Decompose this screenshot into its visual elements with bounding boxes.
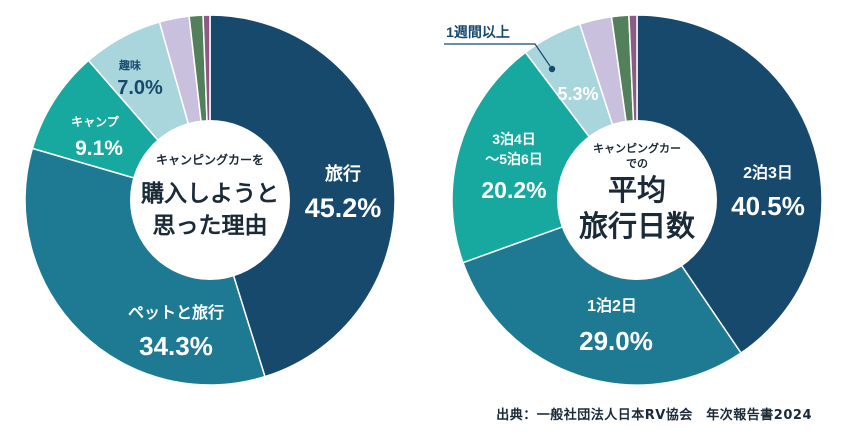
chart2-title-line-3: 平均 bbox=[608, 174, 666, 207]
chart2-slice-1 bbox=[636, 14, 823, 355]
chart2-title-line-4: 旅行日数 bbox=[579, 210, 696, 243]
chart2-center-hole bbox=[557, 120, 717, 280]
chart2-slice-value-1: 40.5% bbox=[731, 191, 805, 221]
chart2-slice-value-4: 5.3% bbox=[557, 84, 598, 104]
chart1-center-hole bbox=[130, 120, 290, 280]
chart1-slice-name-3: キャンプ bbox=[71, 114, 120, 129]
chart1-slice-name-4: 趣味 bbox=[118, 58, 141, 72]
donut-chart-trip-length: キャンピングカー での 平均 旅行日数 2泊3日 40.5% 1泊2日 29.0… bbox=[444, 14, 823, 386]
chart1-slice-1 bbox=[209, 14, 396, 378]
chart2-slice-2 bbox=[461, 199, 743, 386]
chart2-callout-dot bbox=[548, 65, 556, 73]
chart2-slice-name-2: 1泊2日 bbox=[587, 296, 637, 315]
chart1-title-line-3: 思った理由 bbox=[153, 212, 268, 238]
chart2-slice-value-2: 29.0% bbox=[579, 326, 653, 356]
chart2-slice-name-1: 2泊3日 bbox=[743, 163, 793, 182]
source-citation: 出典：一般社団法人日本RV協会 年次報告書2024 bbox=[496, 408, 812, 423]
chart2-slice-value-3: 20.2% bbox=[481, 177, 546, 203]
chart1-title-line-2: 購入しようと bbox=[141, 180, 279, 206]
chart2-title-line-1: キャンピングカー bbox=[593, 141, 681, 155]
chart1-title-line-1: キャンピングカーを bbox=[156, 152, 264, 167]
chart1-slice-name-1: 旅行 bbox=[325, 163, 361, 184]
donut-chart-purchase-reasons: キャンピングカーを 購入しようと 思った理由 旅行 45.2% ペットと旅行 3… bbox=[24, 14, 396, 386]
chart1-slice-value-3: 9.1% bbox=[75, 137, 123, 160]
chart1-slice-value-4: 7.0% bbox=[117, 77, 163, 99]
chart1-slice-value-1: 45.2% bbox=[305, 193, 382, 223]
chart2-title-line-2: での bbox=[626, 157, 648, 170]
chart2-callout-label: 1週間以上 bbox=[446, 24, 510, 40]
chart2-slice-name-3a: 3泊4日 bbox=[492, 131, 536, 147]
chart1-slice-value-2: 34.3% bbox=[139, 331, 213, 361]
chart2-slice-name-3b: ～5泊6日 bbox=[485, 151, 543, 167]
chart2-callout-line bbox=[444, 43, 551, 67]
chart1-slice-name-2: ペットと旅行 bbox=[128, 303, 224, 322]
